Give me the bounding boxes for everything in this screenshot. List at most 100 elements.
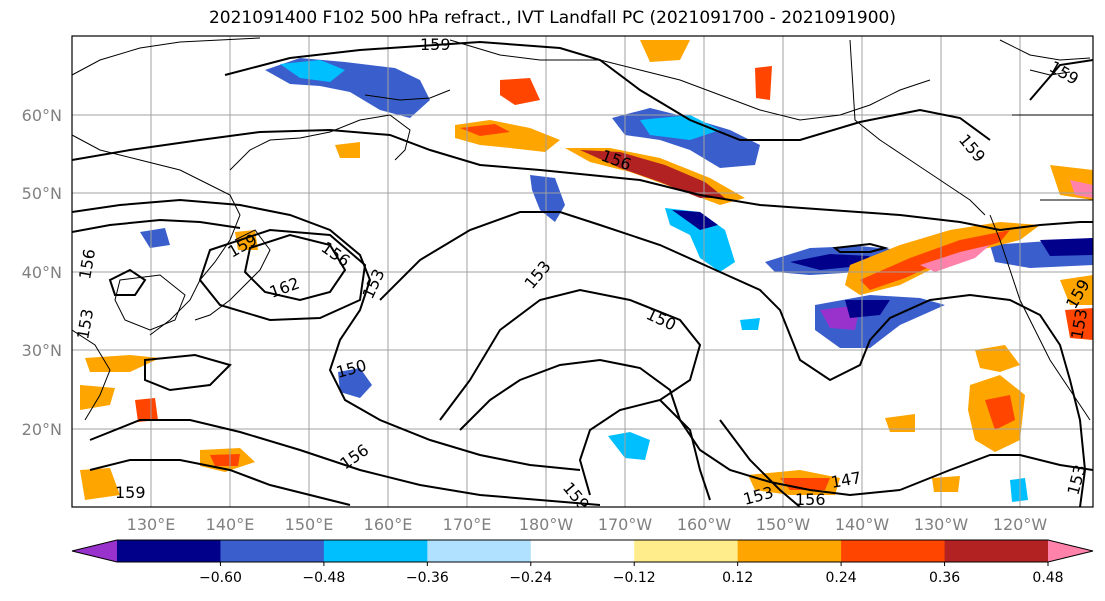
contour-line <box>999 221 1093 231</box>
shade-negative <box>1010 478 1028 502</box>
coastline-china <box>72 329 111 421</box>
colorbar-swatch <box>323 540 428 562</box>
lon-label: 150°W <box>756 515 811 534</box>
coastline-kamchatka <box>364 89 451 101</box>
coastline-siberia <box>72 37 261 76</box>
lon-label: 140°E <box>206 515 255 534</box>
colorbar-swatch <box>841 540 946 562</box>
coastline-asia <box>72 134 241 336</box>
colorbar-tick-label: −0.48 <box>302 570 345 586</box>
shade-positive <box>885 414 915 432</box>
colorbar-tick-label: −0.36 <box>406 570 449 586</box>
lon-label: 130°E <box>127 515 176 534</box>
colorbar-swatch <box>117 540 221 562</box>
shade-positive <box>920 245 990 272</box>
shade-positive <box>1060 275 1093 305</box>
shade-positive <box>80 385 115 410</box>
contour-line <box>72 218 241 233</box>
coastline-alaska <box>449 39 931 121</box>
contour-line <box>72 198 581 471</box>
colorbar-outline <box>71 539 1094 563</box>
shade-negative <box>845 300 890 318</box>
shade-negative <box>640 115 720 140</box>
contour-line <box>89 419 601 506</box>
coastline-arctic <box>999 39 1091 61</box>
lon-label: 120°W <box>993 515 1048 534</box>
contour-line <box>459 358 901 497</box>
shade-positive <box>210 454 240 466</box>
contour-line <box>719 419 801 507</box>
shade-positive <box>335 142 360 158</box>
coastline-okhotsk <box>229 114 411 171</box>
colorbar-tick-label: −0.24 <box>509 570 552 586</box>
lon-labels: 130°E 140°E 150°E 160°E 170°E 180°W 170°… <box>127 515 1048 534</box>
shade-positive <box>80 468 120 500</box>
lon-label: 160°E <box>364 515 413 534</box>
lon-label: 160°W <box>677 515 732 534</box>
colorbar-swatch <box>530 540 635 562</box>
lon-label: 180°W <box>519 515 574 534</box>
colorbar-extend-low <box>72 540 117 562</box>
coastline-usa <box>989 214 1091 421</box>
shade-negative <box>672 210 718 230</box>
shade-positive <box>135 398 158 422</box>
lat-label: 30°N <box>22 341 62 360</box>
shade-positive <box>580 150 725 198</box>
lat-label: 20°N <box>22 420 62 439</box>
shade-positive <box>985 395 1015 430</box>
colorbar-swatch <box>737 540 842 562</box>
contour-line <box>832 242 889 253</box>
contour-line <box>243 233 347 302</box>
shade-negative <box>280 60 345 82</box>
lat-label: 40°N <box>22 263 62 282</box>
colorbar-tick-label: 0.12 <box>722 570 753 586</box>
contour-line <box>224 40 991 141</box>
contour-line <box>89 459 351 506</box>
lon-label: 170°E <box>443 515 492 534</box>
shade-negative <box>530 175 565 222</box>
lon-label: 150°E <box>285 515 334 534</box>
contour-line <box>144 353 232 392</box>
contour-layer <box>72 40 1093 507</box>
shade-positive <box>640 40 690 62</box>
colorbar-swatch <box>634 540 739 562</box>
shade-negative <box>608 432 650 460</box>
shade-negative <box>740 318 760 330</box>
coastline-canada <box>849 39 986 216</box>
graticule <box>72 36 1093 507</box>
contour-line <box>899 454 1093 491</box>
contour-line <box>198 228 367 322</box>
contour-line <box>379 211 1087 507</box>
lon-label: 130°W <box>914 515 969 534</box>
colorbar-tick-label: −0.60 <box>199 570 242 586</box>
lat-labels: 60°N 50°N 40°N 30°N 20°N <box>22 106 62 439</box>
contour-line <box>72 128 1001 231</box>
contour-label: 159 <box>420 35 451 54</box>
shade-negative <box>1040 238 1093 256</box>
lat-label: 60°N <box>22 106 62 125</box>
lat-label: 50°N <box>22 184 62 203</box>
lon-label: 140°W <box>835 515 890 534</box>
plot-frame <box>71 35 1094 508</box>
colorbar-tick-label: −0.12 <box>613 570 656 586</box>
colorbar-swatch <box>944 540 1049 562</box>
contour-line <box>659 399 711 501</box>
lon-label: 170°W <box>598 515 653 534</box>
shade-positive <box>975 345 1020 372</box>
colorbar-swatch <box>427 540 532 562</box>
colorbar-tick-label: 0.36 <box>929 570 960 586</box>
coastline-korea <box>114 274 186 331</box>
shade-positive <box>1065 308 1093 340</box>
contour-label: 159 <box>115 483 146 502</box>
colorbar-swatch <box>220 540 325 562</box>
shade-negative <box>665 208 735 272</box>
shade-positive <box>500 78 540 105</box>
shade-negative <box>140 228 170 248</box>
colorbar-tick-label: 0.24 <box>826 570 857 586</box>
colorbar-tick-label: 0.48 <box>1032 570 1063 586</box>
contour-line <box>1029 59 1093 101</box>
map-title: 2021091400 F102 500 hPa refract., IVT La… <box>208 8 896 28</box>
shade-positive <box>932 476 960 492</box>
coastline-islands <box>1029 69 1071 76</box>
